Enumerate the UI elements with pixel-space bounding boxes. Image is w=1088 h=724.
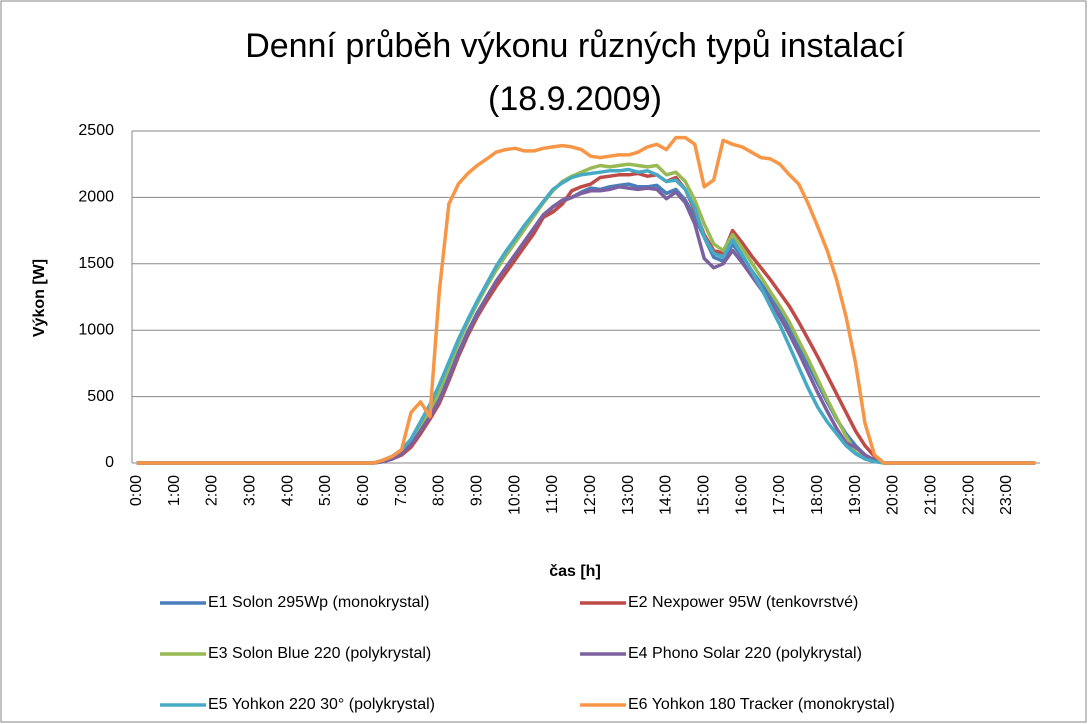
legend-label: E2 Nexpower 95W (tenkovrstvé): [628, 594, 858, 611]
legend-label: E1 Solon 295Wp (monokrystal): [208, 594, 429, 611]
x-tick-label: 11:00: [544, 475, 561, 514]
x-tick-label: 18:00: [809, 475, 826, 515]
x-tick-label: 20:00: [885, 475, 902, 515]
legend-label: E3 Solon Blue 220 (polykrystal): [208, 645, 431, 662]
x-tick-label: 14:00: [658, 475, 675, 515]
series-line: [136, 135, 1036, 465]
x-tick-label: 2:00: [204, 475, 221, 506]
y-tick-label: 2000: [78, 189, 114, 206]
x-tick-label: 12:00: [582, 475, 599, 515]
y-tick-label: 500: [87, 388, 114, 405]
y-axis-title: Výkon [W]: [31, 259, 48, 337]
y-tick-label: 1000: [78, 321, 114, 338]
x-tick-label: 13:00: [620, 475, 637, 515]
x-tick-label: 23:00: [998, 475, 1015, 515]
x-tick-label: 7:00: [393, 475, 410, 506]
x-tick-label: 22:00: [960, 475, 977, 515]
x-axis-title: čas [h]: [549, 563, 601, 580]
y-tick-label: 2500: [78, 122, 114, 139]
x-tick-label: 0:00: [128, 475, 145, 506]
x-tick-label: 16:00: [733, 475, 750, 515]
chart-subtitle: (18.9.2009): [488, 80, 662, 118]
x-tick-label: 6:00: [355, 475, 372, 506]
x-tick-label: 8:00: [431, 475, 448, 506]
x-tick-label: 15:00: [695, 475, 712, 515]
legend-label: E6 Yohkon 180 Tracker (monokrystal): [628, 696, 895, 713]
y-tick-label: 1500: [78, 255, 114, 272]
x-tick-label: 9:00: [468, 475, 485, 506]
x-tick-label: 1:00: [166, 475, 183, 506]
x-tick-label: 4:00: [279, 475, 296, 506]
x-tick-label: 5:00: [317, 475, 334, 506]
x-tick-label: 10:00: [506, 475, 523, 515]
legend-label: E5 Yohkon 220 30° (polykrystal): [208, 696, 435, 713]
x-tick-label: 3:00: [241, 475, 258, 506]
y-tick-label: 0: [105, 454, 114, 471]
x-tick-label: 19:00: [847, 475, 864, 515]
x-tick-label: 17:00: [771, 475, 788, 515]
legend-label: E4 Phono Solar 220 (polykrystal): [628, 645, 862, 662]
chart-title: Denní průběh výkonu různých typů instala…: [245, 27, 905, 65]
x-tick-label: 21:00: [922, 475, 939, 515]
